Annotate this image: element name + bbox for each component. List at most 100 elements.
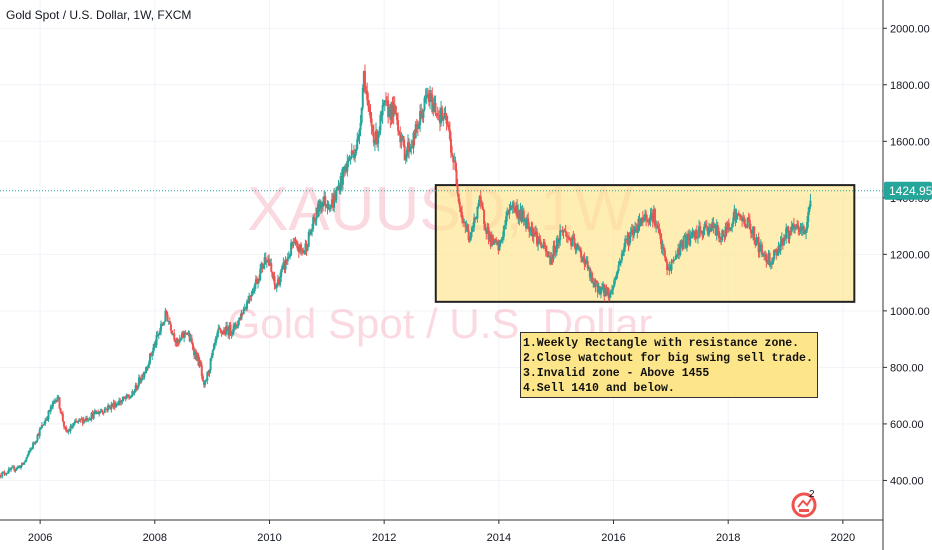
candle-body xyxy=(86,417,89,421)
candle-body xyxy=(629,232,632,237)
candle-body xyxy=(470,227,473,233)
candle-body xyxy=(663,250,666,258)
candle-body xyxy=(242,308,245,315)
candle-body xyxy=(327,207,330,209)
candle-body xyxy=(318,200,321,209)
candle-body xyxy=(97,411,100,415)
candle-body xyxy=(298,244,301,253)
candle-body xyxy=(161,324,164,326)
candle-body xyxy=(228,324,231,336)
candle-body xyxy=(742,217,745,222)
candle-body xyxy=(618,261,621,266)
candle-body xyxy=(365,90,368,92)
candle-body xyxy=(392,104,395,117)
candle-body xyxy=(15,468,18,470)
candle-body xyxy=(156,335,159,337)
candle-body xyxy=(293,242,296,244)
candle-body xyxy=(324,196,327,207)
candle-body xyxy=(180,333,183,339)
candle-body xyxy=(572,236,575,239)
candle-body xyxy=(253,284,256,292)
candle-body xyxy=(569,238,572,241)
candle-body xyxy=(4,473,7,475)
candle-body xyxy=(597,286,600,293)
candle-body xyxy=(556,238,559,243)
candle-body xyxy=(69,426,72,431)
candle-body xyxy=(322,201,325,207)
candle-body xyxy=(409,147,412,152)
candle-body xyxy=(177,339,180,343)
candle-body xyxy=(415,124,418,127)
candle-body xyxy=(631,229,634,236)
candle-body xyxy=(34,442,37,444)
candle-body xyxy=(239,317,242,320)
candle-body xyxy=(510,206,513,209)
candle-body xyxy=(214,342,217,345)
candle-body xyxy=(330,199,333,205)
candle-body xyxy=(113,402,116,408)
candle-body xyxy=(394,105,397,115)
candle-body xyxy=(319,202,322,209)
candle-body xyxy=(413,132,416,139)
candle-body xyxy=(167,321,170,323)
candle-body xyxy=(745,225,748,228)
candle-body xyxy=(301,249,304,251)
candle-body xyxy=(204,380,207,385)
candle-body xyxy=(587,267,590,269)
annotation-box[interactable]: 1.Weekly Rectangle with resistance zone.… xyxy=(520,332,818,398)
candle-body xyxy=(337,185,340,189)
candle-body xyxy=(132,391,135,393)
candle-body xyxy=(552,245,555,260)
candle-body xyxy=(279,277,282,286)
candle-body xyxy=(647,220,650,222)
candle-body xyxy=(578,248,581,251)
candle-body xyxy=(75,420,78,422)
candle-body xyxy=(652,209,655,223)
candle-body xyxy=(269,263,272,266)
candle-body xyxy=(733,209,736,218)
candle-body xyxy=(535,231,538,245)
candle-body xyxy=(585,260,588,263)
candle-body xyxy=(463,222,466,224)
candle-body xyxy=(30,448,33,450)
candle-body xyxy=(655,224,658,226)
annotation-line: 2.Close watchout for big swing sell trad… xyxy=(523,352,813,365)
candle-body xyxy=(212,344,215,351)
candle-body xyxy=(424,97,427,99)
candle-body xyxy=(563,229,566,231)
candle-body xyxy=(12,466,15,468)
candle-body xyxy=(142,374,145,378)
x-tick-label: 2014 xyxy=(487,532,511,544)
y-tick-label: 1200.00 xyxy=(890,249,930,261)
candle-body xyxy=(445,115,448,124)
candle-body xyxy=(207,372,210,374)
candle-body xyxy=(53,400,56,402)
candle-body xyxy=(592,282,595,284)
candle-body xyxy=(666,261,669,270)
candle-body xyxy=(431,94,434,112)
candle-body xyxy=(650,213,653,215)
candle-body xyxy=(193,349,196,356)
candle-body xyxy=(401,136,404,139)
candle-body xyxy=(307,231,310,247)
candle-body xyxy=(135,385,138,390)
candle-body xyxy=(83,419,86,421)
candle-body xyxy=(248,295,251,303)
candle-body xyxy=(37,434,40,437)
candle-body xyxy=(468,239,471,241)
candle-body xyxy=(598,286,601,295)
candle-body xyxy=(144,370,147,373)
price-axis[interactable]: 400.00600.00800.001000.001200.001400.001… xyxy=(883,23,930,487)
candle-body xyxy=(57,397,60,399)
candle-body xyxy=(767,253,770,262)
candle-body xyxy=(188,333,191,341)
candle-body xyxy=(201,375,204,382)
candle-body xyxy=(784,237,787,239)
y-tick-label: 1000.00 xyxy=(890,306,930,318)
candle-body xyxy=(789,231,792,233)
candle-body xyxy=(528,226,531,232)
candle-body xyxy=(792,223,795,229)
candle-body xyxy=(209,358,212,371)
time-axis[interactable]: 2006 2008 2010 2012 2014 2016 2018 2020 xyxy=(28,520,855,544)
